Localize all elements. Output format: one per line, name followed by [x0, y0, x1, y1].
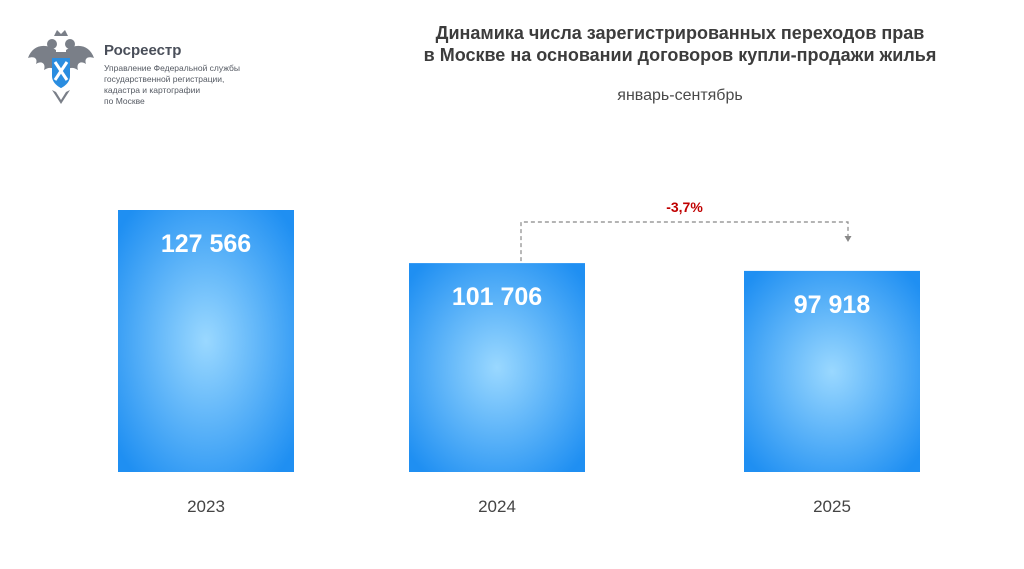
brand-line: государственной регистрации, — [104, 74, 225, 84]
bar-value-label: 101 706 — [452, 283, 542, 311]
brand-name: Росреестр — [104, 42, 182, 59]
x-tick-label: 2023 — [187, 497, 225, 516]
double-eagle-emblem-icon — [28, 30, 94, 104]
brand-line: кадастра и картографии — [104, 85, 201, 95]
chart-subtitle: январь-сентябрь — [617, 87, 743, 104]
change-connector — [520, 221, 849, 262]
bar-2023 — [118, 210, 294, 472]
chart-title: Динамика числа зарегистрированных перехо… — [340, 22, 1020, 66]
bar-2025 — [744, 270, 920, 472]
bar-value-label: 127 566 — [161, 230, 251, 258]
bar-value-label: 97 918 — [794, 291, 871, 319]
chart-title-line: в Москве на основании договоров купли-пр… — [423, 45, 937, 65]
brand-line: Управление Федеральной службы — [104, 63, 240, 73]
x-tick-label: 2025 — [813, 497, 851, 516]
brand-line: по Москве — [104, 96, 145, 106]
rosreestr-logo: Росреестр Управление Федеральной службы … — [26, 28, 266, 113]
arrow-down-icon — [844, 236, 852, 242]
chart-title-line: Динамика числа зарегистрированных перехо… — [435, 23, 925, 43]
change-annotation: -3,7% — [666, 199, 703, 215]
x-tick-label: 2024 — [478, 497, 516, 516]
bar-2024 — [409, 263, 585, 472]
